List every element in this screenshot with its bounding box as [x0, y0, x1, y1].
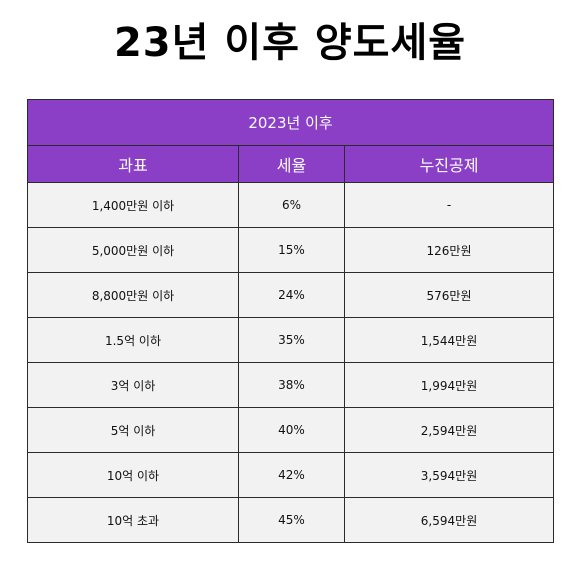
tax-base-cell: 1.5억 이하 [27, 317, 239, 363]
page-title: 23년 이후 양도세율 [113, 20, 467, 66]
tax-base-cell: 1,400만원 이하 [27, 182, 239, 228]
table-row: 10억 이하 42% 3,594만원 [27, 452, 555, 498]
tax-base-cell: 5억 이하 [27, 407, 239, 453]
tax-base-cell: 10억 이하 [27, 452, 239, 498]
column-header-tax-rate: 세율 [238, 145, 345, 183]
tax-rate-cell: 24% [238, 272, 345, 318]
table-row: 3억 이하 38% 1,994만원 [27, 362, 555, 408]
table-caption-row: 2023년 이후 [26, 99, 555, 146]
table-row: 5,000만원 이하 15% 126만원 [27, 227, 555, 273]
column-header-progressive-deduction: 누진공제 [343, 145, 555, 183]
tax-base-cell: 8,800만원 이하 [27, 272, 239, 318]
tax-rate-cell: 35% [238, 317, 345, 363]
tax-rate-cell: 42% [238, 452, 345, 498]
deduction-cell: 126만원 [343, 227, 555, 273]
table-caption: 2023년 이후 [26, 99, 555, 146]
tax-rate-cell: 6% [238, 182, 345, 228]
column-header-tax-base: 과표 [27, 145, 239, 183]
tax-rate-cell: 45% [238, 497, 345, 543]
deduction-cell: 1,994만원 [343, 362, 555, 408]
deduction-cell: 576만원 [343, 272, 555, 318]
deduction-cell: 6,594만원 [343, 497, 555, 543]
deduction-cell: - [343, 182, 555, 228]
tax-rate-cell: 40% [238, 407, 345, 453]
table-row: 5억 이하 40% 2,594만원 [27, 407, 555, 453]
table-row: 1,400만원 이하 6% - [27, 182, 555, 228]
table-row: 1.5억 이하 35% 1,544만원 [27, 317, 555, 363]
tax-rate-cell: 38% [238, 362, 345, 408]
table-row: 10억 초과 45% 6,594만원 [27, 497, 555, 543]
tax-base-cell: 10억 초과 [27, 497, 239, 543]
deduction-cell: 2,594만원 [343, 407, 555, 453]
tax-rate-table: 2023년 이후 과표 세율 누진공제 1,400만원 이하 6% - 5,00… [26, 99, 555, 543]
deduction-cell: 1,544만원 [343, 317, 555, 363]
tax-base-cell: 5,000만원 이하 [27, 227, 239, 273]
tax-rate-cell: 15% [238, 227, 345, 273]
deduction-cell: 3,594만원 [343, 452, 555, 498]
table-header-row: 과표 세율 누진공제 [27, 145, 555, 183]
table-row: 8,800만원 이하 24% 576만원 [27, 272, 555, 318]
tax-base-cell: 3억 이하 [27, 362, 239, 408]
